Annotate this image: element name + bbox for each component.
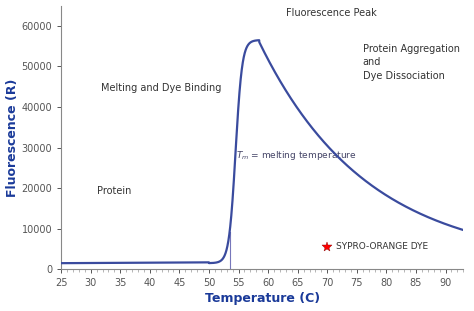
Text: SYPRO-ORANGE DYE: SYPRO-ORANGE DYE [336, 243, 428, 251]
Text: Fluorescence Peak: Fluorescence Peak [286, 8, 377, 18]
Text: $T_m$ = melting temperature: $T_m$ = melting temperature [236, 149, 356, 162]
Text: Melting and Dye Binding: Melting and Dye Binding [101, 83, 222, 93]
X-axis label: Temperature (C): Temperature (C) [205, 292, 320, 305]
Text: Protein: Protein [97, 186, 131, 196]
Y-axis label: Fluorescence (R): Fluorescence (R) [6, 78, 18, 197]
Text: Protein Aggregation
and
Dye Dissociation: Protein Aggregation and Dye Dissociation [363, 44, 460, 81]
